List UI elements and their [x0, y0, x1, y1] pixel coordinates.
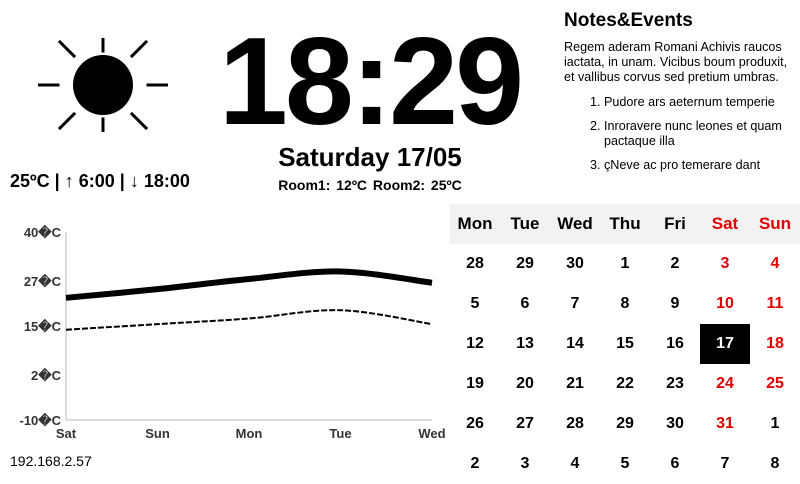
notes-body: Regem aderam Romani Achivis raucos iacta… — [564, 40, 788, 84]
calendar-weekday-sat: Sat — [711, 214, 739, 233]
calendar-day[interactable]: 18 — [766, 335, 784, 352]
calendar-day[interactable]: 16 — [666, 335, 684, 352]
calendar-weekday-tue: Tue — [510, 214, 540, 233]
notes-panel: Notes&Events Regem aderam Romani Achivis… — [564, 10, 796, 182]
list-item: Pudore ars aeternum temperie — [604, 95, 796, 110]
calendar-day[interactable]: 2 — [670, 255, 680, 272]
calendar-day[interactable]: 31 — [716, 415, 734, 432]
current-temperature: 25ºC — [10, 171, 50, 191]
calendar-day[interactable]: 19 — [466, 375, 484, 392]
calendar-day[interactable]: 1 — [770, 415, 780, 432]
list-item: çNeve ac pro temerare dant — [604, 158, 796, 173]
calendar-day[interactable]: 3 — [520, 455, 530, 472]
x-tick-label: Tue — [329, 426, 351, 441]
weather-summary: 25ºC | ↑ 6:00 | ↓ 18:00 — [10, 171, 190, 192]
calendar-weekday-mon: Mon — [457, 214, 493, 233]
calendar-day[interactable]: 30 — [666, 415, 684, 432]
room-temperatures: Room1: 12ºC Room2: 25ºC — [278, 177, 462, 193]
calendar-day[interactable]: 12 — [466, 335, 484, 352]
calendar-day[interactable]: 6 — [670, 455, 680, 472]
x-tick-label: Sat — [56, 426, 77, 441]
calendar-day[interactable]: 30 — [566, 255, 584, 272]
calendar-day[interactable]: 8 — [620, 295, 630, 312]
calendar-day[interactable]: 27 — [516, 415, 534, 432]
calendar: Mon Tue Wed Thu Fri Sat Sun 28 29 30 1 2 3 4 5 6 7 8 9 10 1… — [450, 204, 800, 484]
calendar-day[interactable]: 28 — [566, 415, 584, 432]
y-tick-label: 2�C — [31, 367, 62, 383]
notes-list: Pudore ars aeternum temperie Inroravere … — [564, 95, 796, 173]
ip-address: 192.168.2.57 — [10, 453, 92, 469]
separator: | — [54, 171, 60, 191]
sunrise-time: 6:00 — [78, 171, 115, 191]
list-item: Inroravere nunc leones et quam pactaque … — [604, 119, 796, 149]
calendar-day[interactable]: 24 — [716, 375, 734, 392]
calendar-day[interactable]: 10 — [716, 295, 734, 312]
calendar-weekday-sun: Sun — [758, 214, 792, 233]
series-line-0 — [65, 268, 433, 301]
series-line-1 — [65, 309, 433, 331]
calendar-day[interactable]: 8 — [770, 455, 780, 472]
calendar-day[interactable]: 5 — [470, 295, 480, 312]
y-tick-label: -10�C — [19, 412, 61, 428]
sunset-time: 18:00 — [143, 171, 190, 191]
x-tick-label: Wed — [418, 426, 445, 441]
calendar-day[interactable]: 29 — [516, 255, 534, 272]
calendar-day[interactable]: 26 — [466, 415, 484, 432]
clock-time: 18:29 — [218, 13, 524, 151]
sunrise-arrow-icon: ↑ — [64, 171, 74, 191]
calendar-day[interactable]: 7 — [720, 455, 730, 472]
sun-icon — [36, 36, 170, 134]
calendar-grid: 28 29 30 1 2 3 4 5 6 7 8 9 10 11 12 13 14 15 16 17 18 19 20 21 2… — [450, 244, 800, 484]
calendar-day[interactable]: 5 — [620, 455, 630, 472]
calendar-day[interactable]: 14 — [566, 335, 584, 352]
calendar-weekday-fri: Fri — [664, 214, 686, 233]
x-tick-label: Mon — [236, 426, 263, 441]
calendar-header: Mon Tue Wed Thu Fri Sat Sun — [450, 204, 800, 244]
calendar-day[interactable]: 1 — [620, 255, 630, 272]
calendar-day[interactable]: 22 — [616, 375, 634, 392]
y-tick-label: 27�C — [24, 273, 62, 289]
calendar-day[interactable]: 15 — [616, 335, 634, 352]
y-tick-label: 15�C — [24, 318, 62, 334]
calendar-day[interactable]: 4 — [770, 255, 780, 272]
y-tick-label: 40�C — [24, 224, 62, 240]
calendar-day[interactable]: 17 — [700, 324, 750, 364]
calendar-day[interactable]: 9 — [670, 295, 680, 312]
calendar-day[interactable]: 6 — [520, 295, 530, 312]
calendar-day[interactable]: 11 — [766, 295, 784, 312]
sunset-arrow-icon: ↓ — [129, 171, 139, 191]
calendar-day[interactable]: 3 — [720, 255, 730, 272]
separator: | — [119, 171, 125, 191]
calendar-day[interactable]: 4 — [570, 455, 580, 472]
calendar-day[interactable]: 29 — [616, 415, 634, 432]
calendar-day[interactable]: 28 — [466, 255, 484, 272]
calendar-day[interactable]: 2 — [470, 455, 480, 472]
calendar-day[interactable]: 23 — [666, 375, 684, 392]
calendar-day[interactable]: 13 — [516, 335, 534, 352]
current-date: Saturday 17/05 — [278, 142, 462, 172]
calendar-weekday-wed: Wed — [557, 214, 593, 233]
calendar-day[interactable]: 25 — [766, 375, 784, 392]
x-tick-label: Sun — [145, 426, 170, 441]
calendar-weekday-thu: Thu — [609, 214, 641, 233]
calendar-day[interactable]: 7 — [570, 295, 580, 312]
calendar-day[interactable]: 20 — [516, 375, 534, 392]
notes-title: Notes&Events — [564, 10, 693, 31]
calendar-day[interactable]: 21 — [566, 375, 584, 392]
